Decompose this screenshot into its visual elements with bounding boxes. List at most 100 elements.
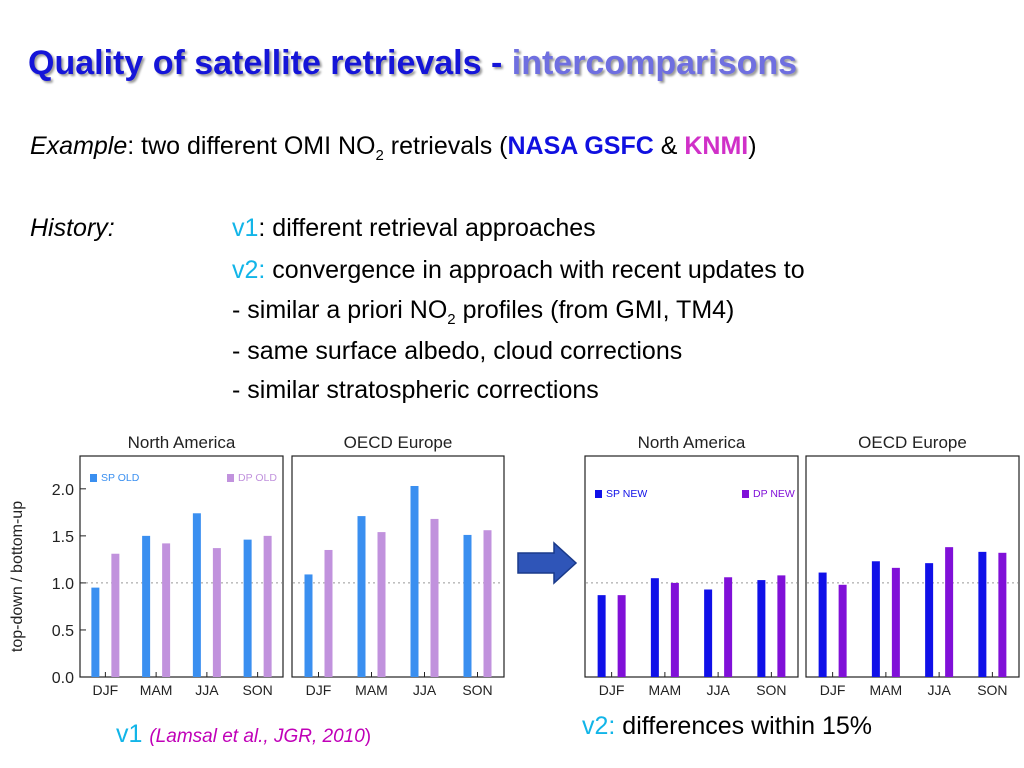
bar-son-s0 — [757, 580, 766, 677]
slide-title-main: Quality of satellite retrievals - — [28, 44, 512, 82]
bar-son-s1 — [263, 535, 272, 677]
slide-title-accent: intercomparisons — [511, 44, 798, 82]
chart-title: North America — [638, 433, 746, 452]
example-sub: 2 — [375, 147, 384, 164]
bullet-1-a: - similar a priori NO — [232, 296, 448, 324]
v2-line: v2: convergence in approach with recent … — [232, 256, 805, 285]
chart-title: OECD Europe — [858, 433, 967, 452]
x-tick-label: SON — [756, 682, 786, 698]
bar-son-s1 — [777, 575, 786, 677]
close-paren: ) — [748, 132, 757, 160]
v1-line: v1: different retrieval approaches — [232, 214, 596, 243]
bar-jja-s1 — [430, 518, 439, 677]
chart-frame — [584, 455, 799, 678]
x-tick-label: DJF — [306, 682, 332, 698]
x-tick-label: MAM — [355, 682, 388, 698]
bar-mam-s1 — [891, 567, 900, 677]
bar-djf-s0 — [597, 595, 606, 677]
example-label: Example — [30, 132, 128, 160]
example-line: Example: two different OMI NO2 retrieval… — [30, 132, 757, 164]
bullet-1-sub: 2 — [447, 311, 456, 328]
x-tick-label: JJA — [927, 682, 951, 698]
bar-djf-s0 — [304, 574, 313, 677]
bar-son-s0 — [243, 539, 252, 677]
bar-djf-s1 — [838, 584, 847, 677]
x-tick-label: SON — [462, 682, 492, 698]
gsfc-label: NASA GSFC — [507, 132, 654, 160]
bar-jja-s0 — [410, 485, 419, 677]
x-tick-label: MAM — [649, 682, 682, 698]
bar-mam-s0 — [142, 535, 151, 677]
bar-mam-s0 — [357, 516, 366, 677]
y-tick-label: 1.0 — [52, 576, 74, 593]
legend-swatch-sp — [595, 490, 602, 498]
x-tick-label: DJF — [599, 682, 625, 698]
bar-djf-s1 — [324, 549, 333, 677]
legend-swatch-dp — [227, 474, 234, 482]
y-tick-label: 0.0 — [52, 670, 74, 687]
bar-mam-s0 — [650, 578, 659, 677]
x-tick-label: MAM — [140, 682, 173, 698]
caption-left: v1 (Lamsal et al., JGR, 2010) — [116, 720, 371, 749]
legend-label-dp: DP OLD — [238, 472, 277, 484]
bar-jja-s1 — [945, 547, 954, 677]
bar-jja-s0 — [925, 563, 934, 677]
caption-left-ref-a: (Lamsal et al., JGR, 2010 — [149, 726, 365, 747]
x-tick-label: JJA — [413, 682, 437, 698]
v2-text: convergence in approach with recent upda… — [265, 256, 805, 284]
bar-djf-s1 — [617, 595, 626, 677]
bar-son-s1 — [998, 552, 1007, 677]
legend-label-sp: SP OLD — [101, 472, 140, 484]
bullet-2: - same surface albedo, cloud corrections — [232, 337, 683, 365]
bar-jja-s0 — [192, 513, 201, 677]
history-label-text: History: — [30, 214, 115, 242]
caption-right: v2: differences within 15% — [582, 712, 872, 741]
amp-text: & — [653, 132, 685, 160]
bar-mam-s1 — [377, 532, 386, 677]
x-tick-label: JJA — [195, 682, 219, 698]
bar-mam-s1 — [162, 543, 171, 677]
knmi-label: KNMI — [684, 132, 749, 160]
y-tick-label: 1.5 — [52, 529, 74, 546]
bar-djf-s0 — [91, 587, 100, 677]
chart-frame — [805, 455, 1020, 678]
slide-title: Quality of satellite retrievals - interc… — [28, 44, 797, 83]
history-label: History: — [30, 214, 115, 243]
chart-frame — [291, 455, 505, 678]
bullet-3: - similar stratospheric corrections — [232, 376, 599, 404]
legend-swatch-sp — [90, 474, 97, 482]
caption-left-ref-b: ) — [364, 726, 372, 747]
arrow-right-icon — [517, 541, 578, 585]
bar-jja-s1 — [724, 577, 733, 677]
bar-mam-s0 — [871, 561, 880, 677]
v1-label: v1 — [232, 214, 259, 242]
bar-son-s0 — [978, 551, 987, 677]
bar-son-s0 — [463, 534, 472, 677]
caption-right-v: v2: — [582, 712, 616, 740]
legend-swatch-dp — [742, 490, 749, 498]
x-tick-label: DJF — [93, 682, 119, 698]
y-tick-label: 0.5 — [52, 623, 74, 640]
y-axis-label: top-down / bottom-up — [9, 501, 26, 652]
caption-right-text: differences within 15% — [615, 712, 872, 740]
bar-djf-s0 — [818, 572, 827, 677]
x-tick-label: SON — [977, 682, 1007, 698]
legend-label-sp: SP NEW — [606, 488, 647, 500]
v2-label: v2: — [232, 256, 266, 284]
chart-title: North America — [128, 433, 236, 452]
bar-jja-s1 — [212, 548, 221, 677]
chart-frame — [79, 455, 284, 678]
bar-jja-s0 — [704, 589, 713, 677]
example-text-1: : two different OMI NO — [127, 132, 376, 160]
x-tick-label: JJA — [706, 682, 730, 698]
x-tick-label: MAM — [870, 682, 903, 698]
bullet-1-b: profiles (from GMI, TM4) — [455, 296, 735, 324]
x-tick-label: SON — [242, 682, 272, 698]
bar-djf-s1 — [111, 553, 120, 677]
bar-son-s1 — [483, 530, 492, 677]
chart-title: OECD Europe — [344, 433, 453, 452]
legend-label-dp: DP NEW — [753, 488, 795, 500]
bullet-1: - similar a priori NO2 profiles (from GM… — [232, 296, 734, 328]
v1-text: : different retrieval approaches — [258, 214, 596, 242]
